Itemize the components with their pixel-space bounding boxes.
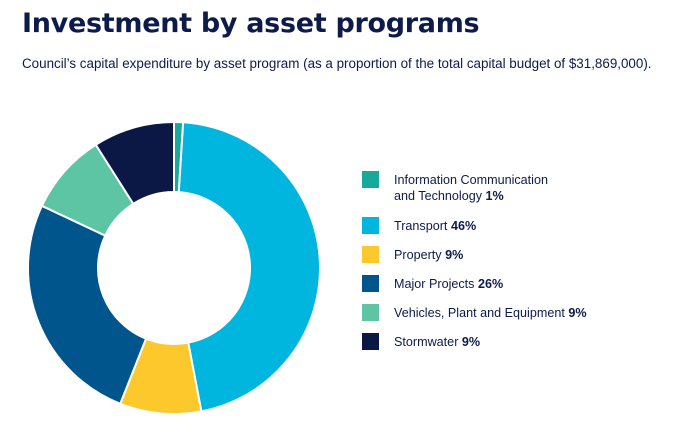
legend-swatch [362, 171, 379, 188]
chart-subtitle: Council’s capital expenditure by asset p… [22, 56, 652, 71]
legend-label-text: and Technology [394, 189, 482, 203]
legend-label: Information Communication and Technology … [394, 172, 548, 204]
legend-label: Transport 46% [394, 218, 476, 234]
legend-value: 9% [461, 335, 481, 349]
legend-swatch [362, 333, 379, 350]
pie-slice-5 [94, 120, 175, 206]
legend-label-text: Major Projects [394, 277, 475, 291]
legend-label: Vehicles, Plant and Equipment 9% [394, 305, 587, 321]
pie-slice-1 [177, 121, 321, 413]
legend-label-text: Transport [394, 219, 448, 233]
legend-label: Major Projects 26% [394, 276, 503, 292]
chart-title: Investment by asset programs [22, 8, 480, 39]
legend-value: 1% [485, 189, 504, 203]
legend-label: Property 9% [394, 247, 463, 263]
legend-value: 9% [445, 248, 464, 262]
legend-swatch [362, 304, 379, 321]
legend-swatch [362, 246, 379, 263]
legend-label-text: Property [394, 248, 442, 262]
pie-slice-3 [27, 204, 148, 406]
legend-label: Stormwater 9% [394, 334, 480, 350]
legend-swatch [362, 217, 379, 234]
legend-label-text: Vehicles, Plant and Equipment [394, 306, 565, 320]
legend-value: 9% [568, 306, 587, 320]
legend-value: 26% [477, 277, 504, 291]
legend-value: 46% [450, 219, 477, 233]
legend-label-text: Stormwater [394, 335, 459, 349]
legend-label-text: Information Communication [394, 173, 548, 187]
legend-swatch [362, 275, 379, 292]
